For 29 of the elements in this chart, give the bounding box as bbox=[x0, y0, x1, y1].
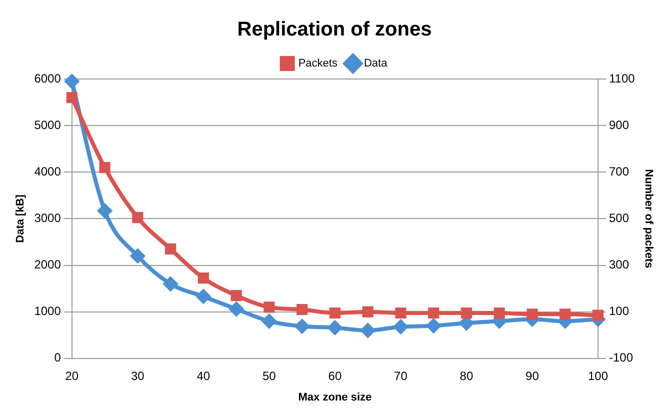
x-tick-label: 50 bbox=[262, 368, 276, 383]
y2-tick-label: 700 bbox=[608, 164, 630, 178]
y-tick-label: 5000 bbox=[34, 118, 62, 132]
x-tick-label: 20 bbox=[65, 368, 79, 383]
x-tick-label: 90 bbox=[526, 368, 540, 383]
y2-tick-label: 900 bbox=[608, 118, 630, 132]
y2-tick-label: -100 bbox=[608, 350, 634, 365]
legend-label: Data bbox=[364, 58, 388, 70]
x-tick-label: 80 bbox=[460, 368, 474, 383]
y-tick-label: 6000 bbox=[34, 71, 62, 86]
y-tick-label: 3000 bbox=[34, 211, 62, 226]
y-axis-title: Data [kB] bbox=[14, 194, 27, 243]
x-axis-title: Max zone size bbox=[298, 391, 372, 404]
x-tick-label: 70 bbox=[394, 368, 408, 383]
legend-label: Packets bbox=[298, 58, 338, 70]
x-tick-label: 30 bbox=[130, 368, 145, 383]
y-tick-label: 1000 bbox=[34, 304, 62, 318]
x-tick-label: 60 bbox=[328, 368, 342, 383]
y2-tick-label: 100 bbox=[608, 304, 630, 318]
x-tick-label: 100 bbox=[588, 368, 608, 383]
x-tick-label: 40 bbox=[196, 368, 210, 383]
y2-tick-label: 1100 bbox=[608, 71, 636, 86]
y2-tick-label: 500 bbox=[608, 211, 630, 226]
y2-axis-title: Number of packets bbox=[642, 169, 654, 268]
y-tick-label: 4000 bbox=[34, 164, 62, 178]
y-tick-label: 2000 bbox=[34, 258, 62, 272]
y-tick-label: 0 bbox=[54, 350, 62, 365]
y2-tick-label: 300 bbox=[608, 258, 630, 272]
chart-title: Replication of zones bbox=[237, 18, 432, 41]
